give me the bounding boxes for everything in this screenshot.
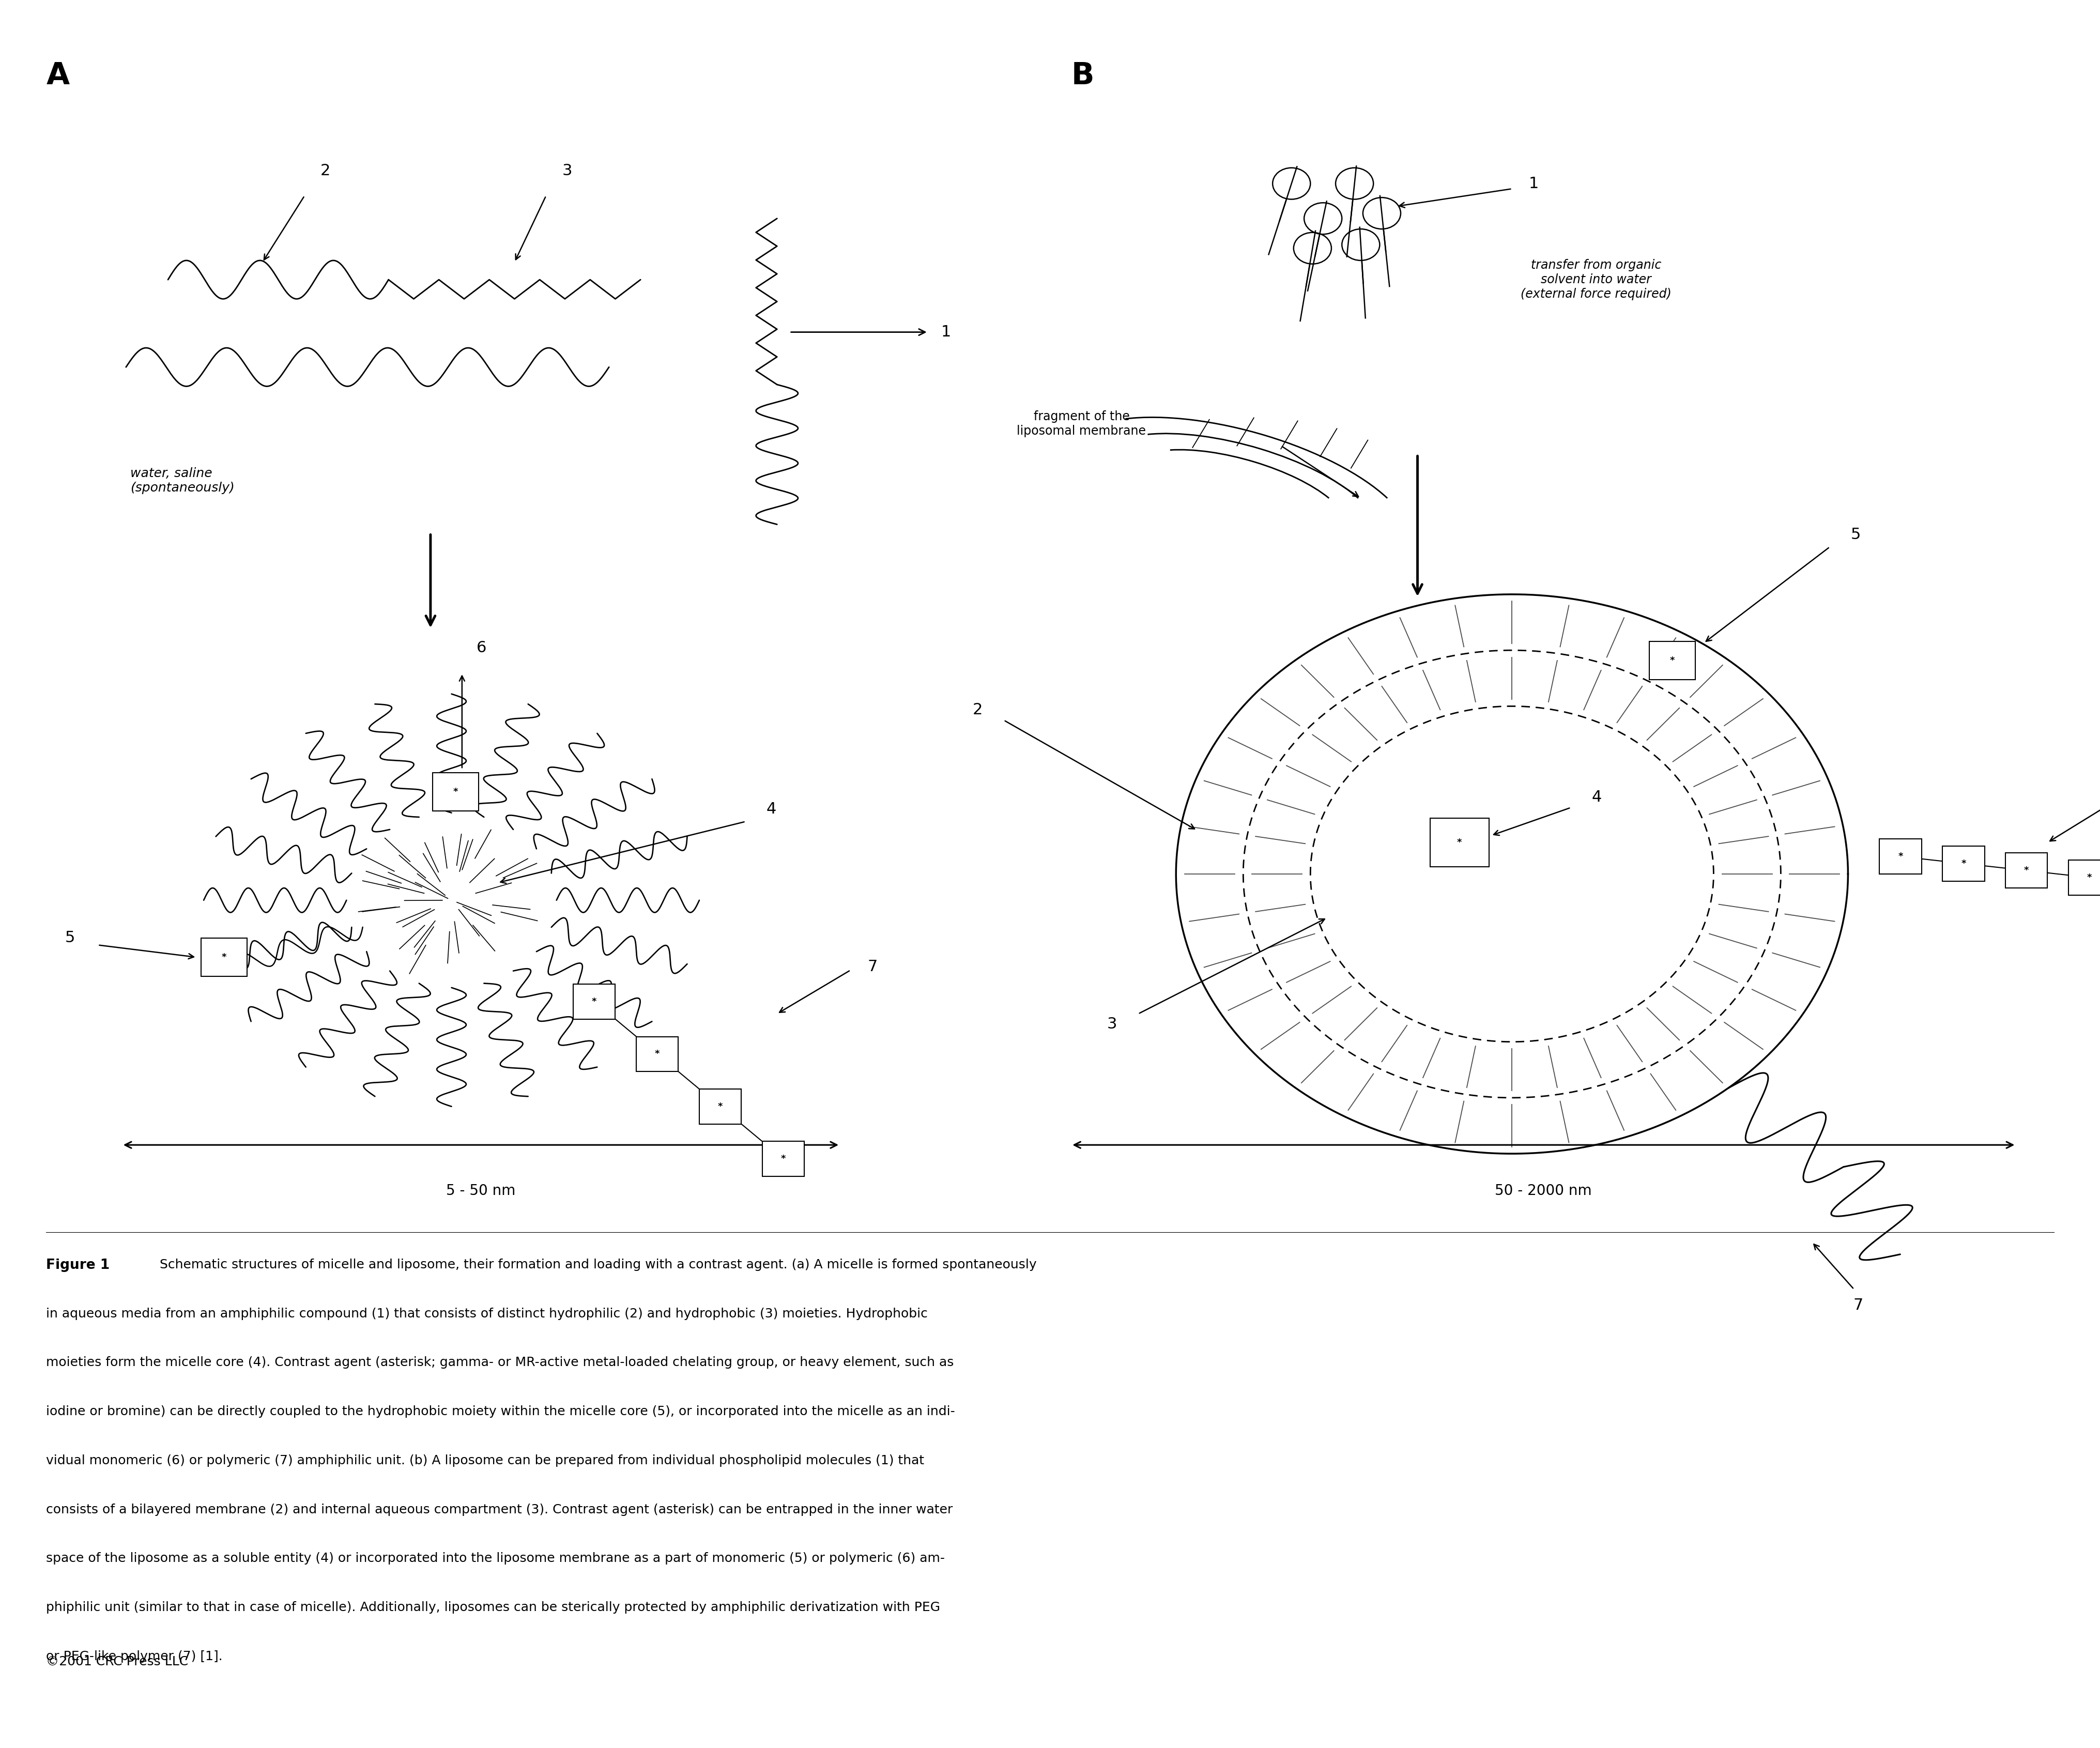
Text: *: * bbox=[1961, 858, 1966, 869]
Text: *: * bbox=[1457, 837, 1462, 848]
Text: Figure 1: Figure 1 bbox=[46, 1259, 109, 1273]
Text: 5 - 50 nm: 5 - 50 nm bbox=[445, 1183, 517, 1197]
Text: or PEG-like polymer (7) [1].: or PEG-like polymer (7) [1]. bbox=[46, 1650, 223, 1662]
Text: *: * bbox=[2087, 872, 2092, 883]
Text: consists of a bilayered membrane (2) and internal aqueous compartment (3). Contr: consists of a bilayered membrane (2) and… bbox=[46, 1503, 953, 1516]
FancyBboxPatch shape bbox=[762, 1141, 804, 1176]
Text: B: B bbox=[1071, 61, 1094, 91]
Text: phiphilic unit (similar to that in case of micelle). Additionally, liposomes can: phiphilic unit (similar to that in case … bbox=[46, 1601, 941, 1613]
Text: 3: 3 bbox=[563, 163, 571, 178]
FancyBboxPatch shape bbox=[433, 773, 479, 811]
Text: 5: 5 bbox=[65, 930, 76, 946]
FancyBboxPatch shape bbox=[1648, 642, 1695, 680]
Text: *: * bbox=[781, 1154, 785, 1164]
Text: *: * bbox=[718, 1101, 722, 1112]
Text: *: * bbox=[1670, 656, 1674, 666]
Text: *: * bbox=[592, 996, 596, 1007]
FancyBboxPatch shape bbox=[1880, 839, 1922, 874]
FancyBboxPatch shape bbox=[202, 939, 248, 977]
Text: 7: 7 bbox=[867, 960, 878, 974]
Text: A: A bbox=[46, 61, 69, 91]
Text: Schematic structures of micelle and liposome, their formation and loading with a: Schematic structures of micelle and lipo… bbox=[151, 1259, 1037, 1271]
Text: ©2001 CRC Press LLC: ©2001 CRC Press LLC bbox=[46, 1655, 189, 1668]
Text: 1: 1 bbox=[1529, 177, 1539, 191]
FancyBboxPatch shape bbox=[2006, 853, 2048, 888]
Text: 6: 6 bbox=[477, 640, 487, 656]
FancyBboxPatch shape bbox=[699, 1089, 741, 1124]
Text: in aqueous media from an amphiphilic compound (1) that consists of distinct hydr: in aqueous media from an amphiphilic com… bbox=[46, 1308, 928, 1320]
Text: *: * bbox=[454, 787, 458, 797]
Text: 50 - 2000 nm: 50 - 2000 nm bbox=[1495, 1183, 1592, 1197]
FancyBboxPatch shape bbox=[573, 984, 615, 1019]
Text: *: * bbox=[2024, 865, 2029, 876]
Text: 1: 1 bbox=[941, 325, 951, 339]
FancyBboxPatch shape bbox=[2068, 860, 2100, 895]
FancyBboxPatch shape bbox=[1943, 846, 1984, 881]
Text: iodine or bromine) can be directly coupled to the hydrophobic moiety within the : iodine or bromine) can be directly coupl… bbox=[46, 1405, 956, 1418]
Text: *: * bbox=[1898, 851, 1903, 862]
Text: 2: 2 bbox=[972, 703, 983, 717]
Text: water, saline
(spontaneously): water, saline (spontaneously) bbox=[130, 467, 235, 495]
Text: *: * bbox=[655, 1049, 659, 1059]
Text: 4: 4 bbox=[1592, 790, 1602, 804]
Text: 2: 2 bbox=[321, 163, 330, 178]
FancyBboxPatch shape bbox=[636, 1037, 678, 1072]
Text: space of the liposome as a soluble entity (4) or incorporated into the liposome : space of the liposome as a soluble entit… bbox=[46, 1552, 945, 1564]
Text: fragment of the
liposomal membrane: fragment of the liposomal membrane bbox=[1016, 411, 1147, 437]
Text: transfer from organic
solvent into water
(external force required): transfer from organic solvent into water… bbox=[1520, 259, 1672, 301]
Text: vidual monomeric (6) or polymeric (7) amphiphilic unit. (b) A liposome can be pr: vidual monomeric (6) or polymeric (7) am… bbox=[46, 1454, 924, 1467]
Text: moieties form the micelle core (4). Contrast agent (asterisk; gamma- or MR-activ: moieties form the micelle core (4). Cont… bbox=[46, 1356, 953, 1369]
Text: *: * bbox=[221, 953, 227, 961]
Text: 7: 7 bbox=[1852, 1299, 1863, 1313]
FancyBboxPatch shape bbox=[1430, 818, 1489, 867]
Text: 4: 4 bbox=[766, 802, 777, 816]
Text: 3: 3 bbox=[1107, 1017, 1117, 1031]
Text: 5: 5 bbox=[1850, 528, 1861, 542]
